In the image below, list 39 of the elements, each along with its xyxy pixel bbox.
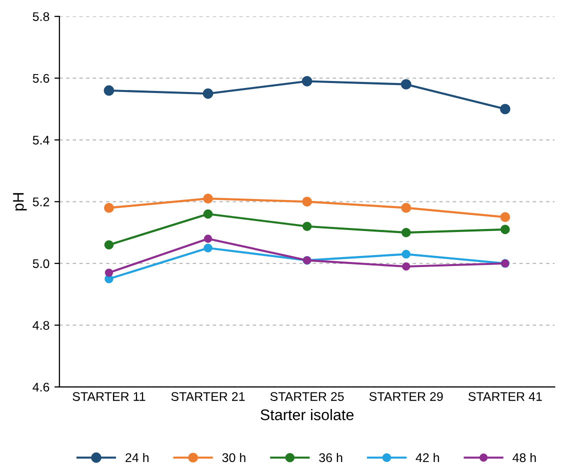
point: [302, 222, 312, 232]
y-tick-label: 5.2: [32, 197, 50, 206]
x-tick-label: STARTER 29: [369, 392, 443, 401]
point: [204, 244, 212, 252]
y-tick-label: 5.8: [32, 12, 50, 22]
y-tick-label: 5.4: [32, 136, 50, 145]
legend-label: 48 h: [512, 452, 536, 462]
y-tick-label: 5.6: [32, 74, 50, 83]
x-tick-label: STARTER 11: [72, 392, 146, 401]
point: [104, 268, 114, 277]
legend-label: 24 h: [126, 452, 149, 462]
point: [202, 88, 214, 99]
point: [500, 212, 510, 222]
point: [203, 209, 213, 219]
x-tick-label: STARTER 21: [171, 392, 245, 401]
point: [402, 262, 410, 271]
point: [400, 79, 412, 90]
point: [500, 224, 510, 234]
y-tick-label: 5.0: [32, 259, 50, 268]
point: [104, 202, 114, 213]
point: [401, 228, 411, 238]
x-axis-title: Starter isolate: [260, 408, 354, 420]
point: [204, 234, 212, 243]
x-tick-label: STARTER 41: [468, 392, 542, 401]
x-tick-label: STARTER 25: [270, 392, 344, 401]
point: [302, 76, 312, 86]
point: [203, 194, 213, 204]
point: [500, 104, 510, 114]
y-tick-label: 4.6: [32, 382, 50, 392]
y-tick-label: 4.8: [32, 320, 50, 330]
point: [104, 240, 114, 250]
point: [104, 85, 114, 96]
point: [402, 250, 410, 259]
point: [401, 202, 412, 213]
legend-label: 30 h: [222, 452, 246, 462]
point: [302, 196, 312, 207]
legend-label: 42 h: [416, 452, 439, 462]
y-axis-title: pH: [13, 193, 27, 210]
legend-label: 36 h: [319, 452, 342, 462]
